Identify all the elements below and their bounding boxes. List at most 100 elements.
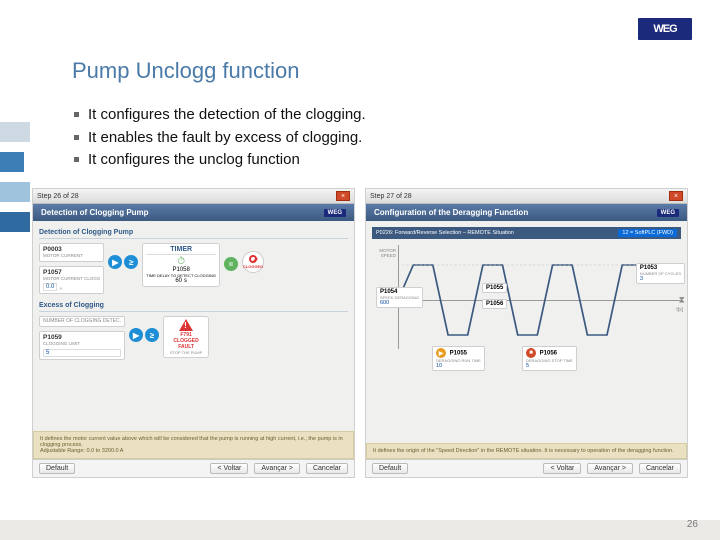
param-label: CLOGGING LIMIT xyxy=(43,342,121,347)
param-num-clogging: NUMBER OF CLOGGING DETEC. xyxy=(39,316,125,327)
page-number: 26 xyxy=(687,519,698,530)
param-p1053: P1053 NUMBER OF CYCLES 3 xyxy=(636,263,685,284)
param-p1057: P1057 MOTOR CURRENT CLOGG 0.0 A xyxy=(39,266,104,295)
brand-logo: WEG xyxy=(638,18,692,40)
close-icon[interactable]: × xyxy=(669,191,683,201)
help-footer: It defines the origin of the "Speed Dire… xyxy=(366,443,687,459)
param-id: P1055 xyxy=(486,285,503,291)
fault-box: F791 CLOGGED FAULT STOP THE PUMP xyxy=(163,316,209,358)
screenshots-row: Step 26 of 28 × Detection of Clogging Pu… xyxy=(32,188,688,478)
panel-header: Detection of Clogging Pump WEG xyxy=(33,204,354,221)
back-button[interactable]: < Voltar xyxy=(543,463,581,474)
param-value[interactable]: 600 xyxy=(380,300,389,306)
clogged-icon xyxy=(249,255,257,263)
accent-bar xyxy=(0,152,24,172)
speed-chart: MOTOR SPEED ⧗ P1054 SPEED DERAGGING 600 … xyxy=(392,245,681,355)
param-p1055: P1055 xyxy=(482,283,507,293)
config-value[interactable]: 12 = SoftPLC (FWD) xyxy=(618,229,677,237)
default-button[interactable]: Default xyxy=(39,463,75,474)
param-id: P1056 xyxy=(540,351,557,357)
brand-logo-small: WEG xyxy=(657,209,679,217)
next-button[interactable]: Avançar > xyxy=(587,463,633,474)
accent-bar xyxy=(0,212,30,232)
panel-title: Detection of Clogging Pump xyxy=(41,208,149,217)
fault-note: STOP THE PUMP xyxy=(170,350,202,355)
param-p1056: P1056 xyxy=(482,299,507,309)
param-value[interactable]: 3 xyxy=(640,276,643,282)
param-value[interactable]: 10 xyxy=(436,363,442,369)
warning-icon xyxy=(179,319,193,331)
param-p1054: P1054 SPEED DERAGGING 600 xyxy=(376,287,423,308)
param-p1055-run: ▶ P1055 DERAGGING RUN TIME 10 xyxy=(432,346,485,371)
help-text: It defines the motor current value above… xyxy=(40,436,347,448)
chevron-icon: ≥ xyxy=(124,255,138,269)
side-accent-bars xyxy=(0,122,30,242)
brand-logo-small: WEG xyxy=(324,209,346,217)
panel-body: Detection of Clogging Pump P0003 MOTOR C… xyxy=(33,221,354,459)
timer-box: TIMER ⏱ P1058 TIME DELAY TO DETECT CLOGG… xyxy=(142,243,220,287)
param-label: DERAGGING RUN TIME xyxy=(436,358,481,363)
window-titlebar: Step 27 of 28 × xyxy=(366,189,687,204)
play-icon: ▶ xyxy=(108,255,122,269)
back-button[interactable]: < Voltar xyxy=(210,463,248,474)
panel-title: Configuration of the Deragging Function xyxy=(374,208,528,217)
cancel-button[interactable]: Cancelar xyxy=(639,463,681,474)
param-label: DERAGGING STOP TIME xyxy=(526,358,573,363)
param-id: P1057 xyxy=(43,269,100,276)
accent-bar xyxy=(0,182,30,202)
wizard-buttons: Default < Voltar Avançar > Cancelar xyxy=(33,459,354,477)
step-indicator: Step 27 of 28 xyxy=(370,193,412,200)
play-icon: ▶ xyxy=(436,348,446,358)
accent-bar xyxy=(0,122,30,142)
panel-body: P0226: Forward/Reverse Selection – REMOT… xyxy=(366,221,687,459)
param-label: NUMBER OF CLOGGING DETEC. xyxy=(43,319,121,324)
play-icon: ▶ xyxy=(129,328,143,342)
param-id: P1056 xyxy=(486,301,503,307)
bullet-item: It configures the detection of the clogg… xyxy=(88,104,690,127)
section-header: Detection of Clogging Pump xyxy=(39,227,348,239)
y-axis-label: MOTOR SPEED xyxy=(374,249,396,258)
wizard-buttons: Default < Voltar Avançar > Cancelar xyxy=(366,459,687,477)
panel-header: Configuration of the Deragging Function … xyxy=(366,204,687,221)
param-value[interactable]: 60 xyxy=(175,278,182,284)
window-titlebar: Step 26 of 28 × xyxy=(33,189,354,204)
param-value[interactable]: 0.0 xyxy=(43,283,57,291)
help-footer: It defines the motor current value above… xyxy=(33,431,354,459)
stop-icon: ■ xyxy=(526,348,536,358)
param-value[interactable]: 5 xyxy=(43,349,121,357)
footer-strip xyxy=(0,520,720,540)
next-button[interactable]: Avançar > xyxy=(254,463,300,474)
config-line: P0226: Forward/Reverse Selection – REMOT… xyxy=(372,227,681,239)
help-text: Adjustable Range: 0.0 to 3200.0 A xyxy=(40,448,347,454)
help-text: It defines the origin of the "Speed Dire… xyxy=(373,448,680,454)
bullet-list: It configures the detection of the clogg… xyxy=(88,104,690,172)
param-label: MOTOR CURRENT CLOGG xyxy=(43,277,100,282)
clogged-label: CLOGGED xyxy=(243,264,263,269)
chevron-icon: ≥ xyxy=(145,328,159,342)
param-p1056-stop: ■ P1056 DERAGGING STOP TIME 5 xyxy=(522,346,577,371)
cancel-button[interactable]: Cancelar xyxy=(306,463,348,474)
waveform xyxy=(398,245,681,355)
param-id: P1055 xyxy=(450,351,467,357)
param-unit: s xyxy=(184,278,187,284)
param-label: NUMBER OF CYCLES xyxy=(640,271,681,276)
page-title: Pump Unclogg function xyxy=(72,58,299,84)
clogged-indicator: CLOGGED xyxy=(242,251,264,273)
param-p1059: P1059 CLOGGING LIMIT 5 xyxy=(39,331,125,360)
param-id: P0003 xyxy=(43,246,100,253)
screenshot-left: Step 26 of 28 × Detection of Clogging Pu… xyxy=(32,188,355,478)
param-p0003: P0003 MOTOR CURRENT xyxy=(39,243,104,262)
close-icon[interactable]: × xyxy=(336,191,350,201)
bullet-item: It enables the fault by excess of cloggi… xyxy=(88,127,690,150)
param-value[interactable]: 5 xyxy=(526,363,529,369)
param-unit: A xyxy=(59,286,62,291)
step-indicator: Step 26 of 28 xyxy=(37,193,79,200)
param-label: MOTOR CURRENT xyxy=(43,254,100,259)
config-label: P0226: Forward/Reverse Selection – REMOT… xyxy=(376,230,514,236)
x-axis-unit: t[s] xyxy=(676,307,683,313)
equals-icon: = xyxy=(224,257,238,271)
bullet-item: It configures the unclog function xyxy=(88,149,690,172)
param-id: P1059 xyxy=(43,334,121,341)
timer-header: TIMER xyxy=(146,246,216,255)
default-button[interactable]: Default xyxy=(372,463,408,474)
